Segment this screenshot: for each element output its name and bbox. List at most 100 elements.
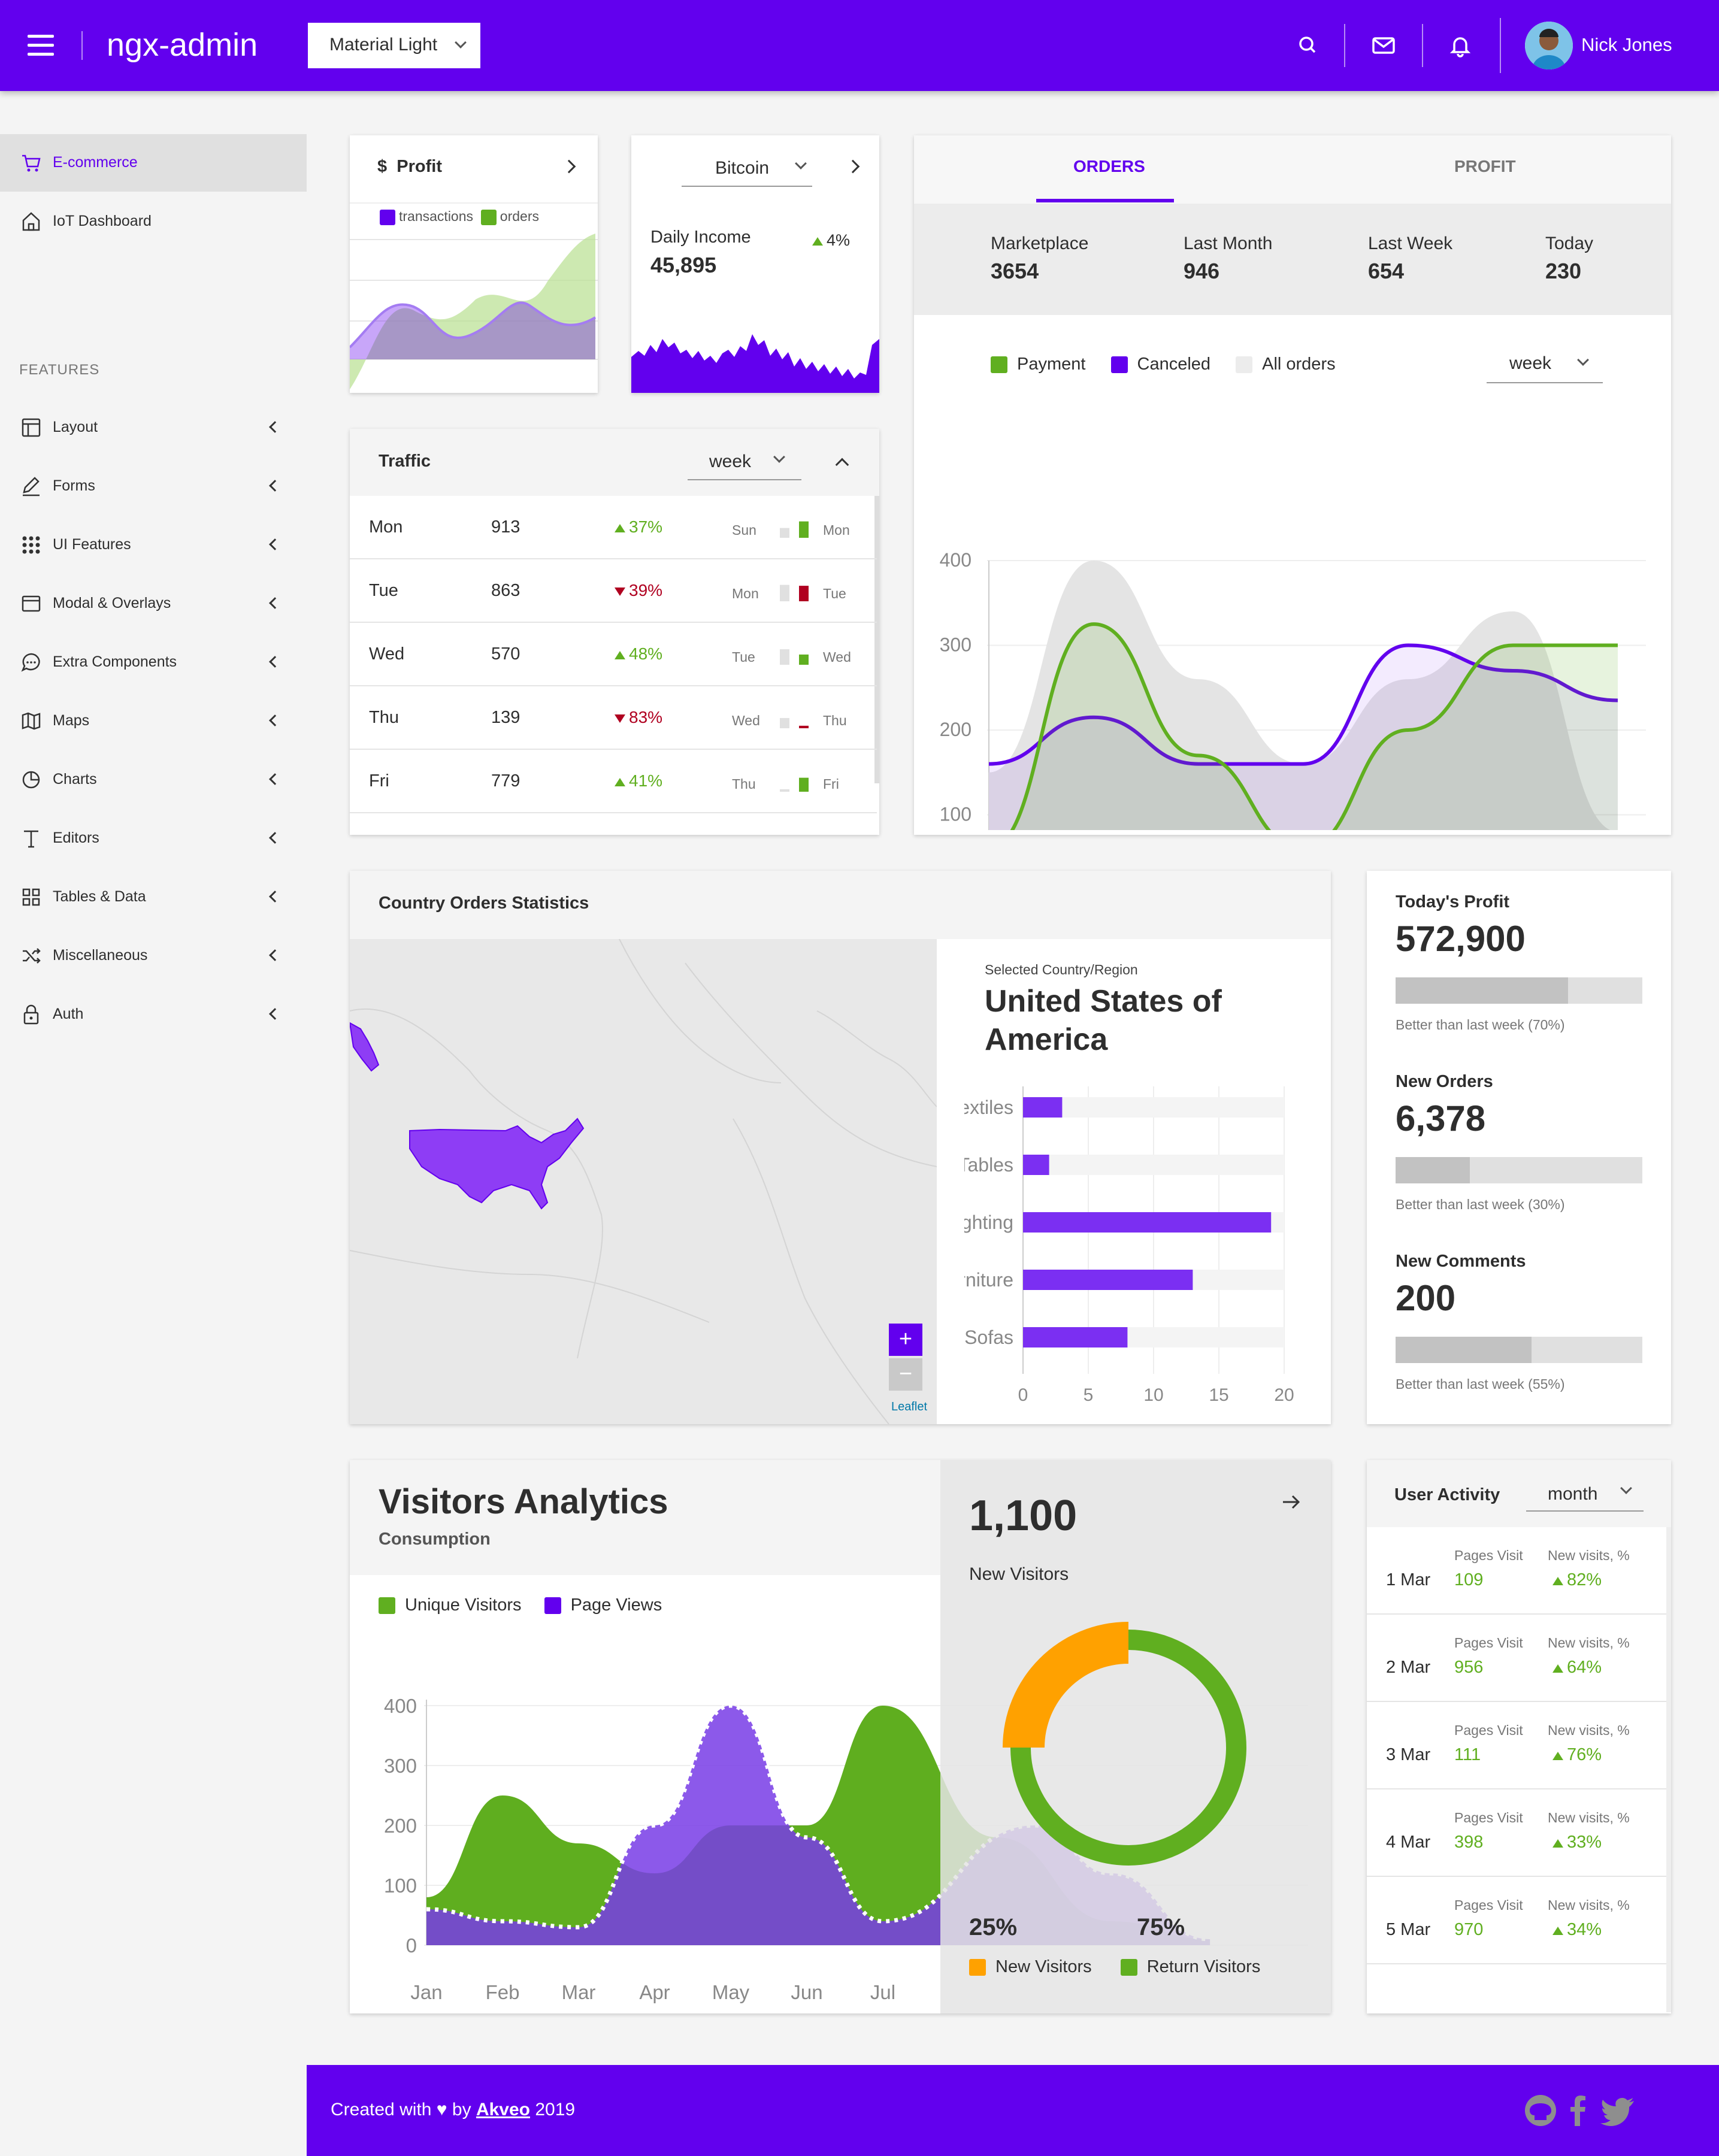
sidebar-item-modal-overlays[interactable]: Modal & Overlays [0,575,307,632]
mail-icon[interactable] [1369,31,1398,60]
sidebar: E-commerce IoT Dashboard FEATURES Layout… [0,91,307,2156]
chevron-right-icon[interactable] [846,159,860,174]
message-icon [21,653,40,672]
donut-legend: New Visitors Return Visitors [969,1957,1260,1977]
x-tick-label: Mar [562,1981,596,2003]
traffic-delta: 39% [615,581,662,600]
chevron-left-icon [269,949,281,961]
profit-chart-svg [350,234,598,389]
map-attribution-link[interactable]: Leaflet [891,1400,928,1413]
chevron-left-icon [269,656,281,668]
income-label: Daily Income [650,228,751,247]
zoom-in-button[interactable]: + [889,1324,922,1356]
sidebar-item-label: Tables & Data [53,888,146,905]
orders-period-select[interactable]: week [1487,350,1603,383]
traffic-cur-bar [799,777,809,792]
arrow-right-icon[interactable] [1281,1491,1302,1513]
activity-pages: 970 [1454,1920,1484,1939]
user-name[interactable]: Nick Jones [1581,34,1672,55]
stat-label: Last Month [1184,234,1273,253]
sidebar-item-miscellaneous[interactable]: Miscellaneous [0,927,307,985]
category-label: Tables [964,1154,1013,1176]
sidebar-item-tables-data[interactable]: Tables & Data [0,868,307,926]
app-title[interactable]: ngx-admin [107,27,258,63]
traffic-delta-value: 41% [629,771,663,790]
category-label: Sofas [964,1327,1013,1348]
area-canceled [989,645,1618,830]
sidebar-group-label: FEATURES [19,362,100,378]
traffic-compare-bars [780,521,809,538]
y-tick-label: 400 [384,1695,417,1717]
sidebar-item-maps[interactable]: Maps [0,692,307,750]
currency-select[interactable]: Bitcoin [682,153,812,187]
scrollbar[interactable] [874,496,879,783]
legend-label: Payment [1017,355,1086,374]
akveo-link[interactable]: Akveo [476,2100,530,2119]
activity-pct: 64% [1552,1658,1602,1677]
stat-label: Today [1545,234,1594,253]
activity-pct: 33% [1552,1833,1602,1852]
sidebar-item-charts[interactable]: Charts [0,751,307,808]
legend-swatch [1120,1959,1137,1976]
traffic-cur-bar [799,654,809,665]
chevron-right-icon[interactable] [562,159,576,174]
traffic-day: Mon [369,517,403,537]
sidebar-item-label: Modal & Overlays [53,595,171,611]
sidebar-item-iot-dashboard[interactable]: IoT Dashboard [0,193,307,250]
col-visits-label: New visits, % [1548,1635,1630,1651]
avatar[interactable] [1525,22,1573,69]
sidebar-item-editors[interactable]: Editors [0,810,307,867]
progress-note: Better than last week (55%) [1396,1376,1565,1392]
chevron-left-icon [269,538,281,550]
y-tick-label: 200 [940,719,972,740]
github-icon[interactable] [1523,2093,1558,2128]
x-tick-label: Apr [639,1981,670,2003]
chevron-left-icon [269,773,281,785]
sidebar-item-layout[interactable]: Layout [0,399,307,456]
profit-title: $ Profit [377,157,442,177]
stat-label: Last Week [1368,234,1453,253]
tab-profit[interactable]: PROFIT [1454,157,1516,175]
scrollbar[interactable] [1666,1527,1671,2012]
activity-pct: 82% [1552,1570,1602,1590]
sidebar-item-forms[interactable]: Forms [0,458,307,515]
twitter-icon[interactable] [1599,2093,1636,2128]
visitors-analytics-card: Visitors Analytics Consumption Unique Vi… [350,1460,1331,2013]
tab-orders[interactable]: ORDERS [1073,157,1145,175]
period-value: month [1548,1484,1598,1504]
sidebar-item-auth[interactable]: Auth [0,986,307,1043]
orders-stats: Marketplace 3654 Last Month 946 Last Week 6… [914,204,1671,315]
profit-label: Profit [397,157,442,176]
table-row: Fri 779 41% Thu Fri [350,750,877,813]
theme-select[interactable]: Material Light [308,23,480,68]
traffic-cur-label: Thu [823,713,847,728]
chevron-left-icon [269,421,281,433]
arrow-down-icon [615,588,625,596]
facebook-icon[interactable] [1566,2093,1590,2128]
sidebar-item-label: Extra Components [53,653,177,670]
chevron-left-icon [269,891,281,903]
chevron-left-icon [269,597,281,609]
zoom-out-button[interactable]: − [889,1358,922,1391]
traffic-delta: 37% [615,517,662,537]
bell-icon[interactable] [1446,31,1475,60]
bitcoin-card: Bitcoin Daily Income 45,895 4% [631,135,879,393]
sidebar-item-label: Charts [53,771,97,788]
bar-background [1023,1155,1284,1175]
country-map[interactable]: + − Leaflet [350,939,937,1424]
traffic-period-select[interactable]: week [688,447,801,480]
user-activity-card: User Activity month 1 Mar Pages Visit 109 N… [1367,1460,1671,2013]
search-icon[interactable] [1294,31,1322,60]
activity-period-select[interactable]: month [1526,1478,1644,1512]
traffic-delta-value: 39% [629,581,663,599]
menu-toggle-icon[interactable] [28,35,54,56]
sidebar-item-extra-components[interactable]: Extra Components [0,634,307,691]
bar [1023,1327,1128,1348]
col-visits-label: New visits, % [1548,1810,1630,1825]
sidebar-item-ui-features[interactable]: UI Features [0,516,307,574]
legend-swatch [991,356,1007,374]
progress-bar [1396,977,1642,1004]
traffic-header [350,429,879,496]
profit-legend: transactions orders [380,208,539,225]
sidebar-item-ecommerce[interactable]: E-commerce [0,134,307,192]
